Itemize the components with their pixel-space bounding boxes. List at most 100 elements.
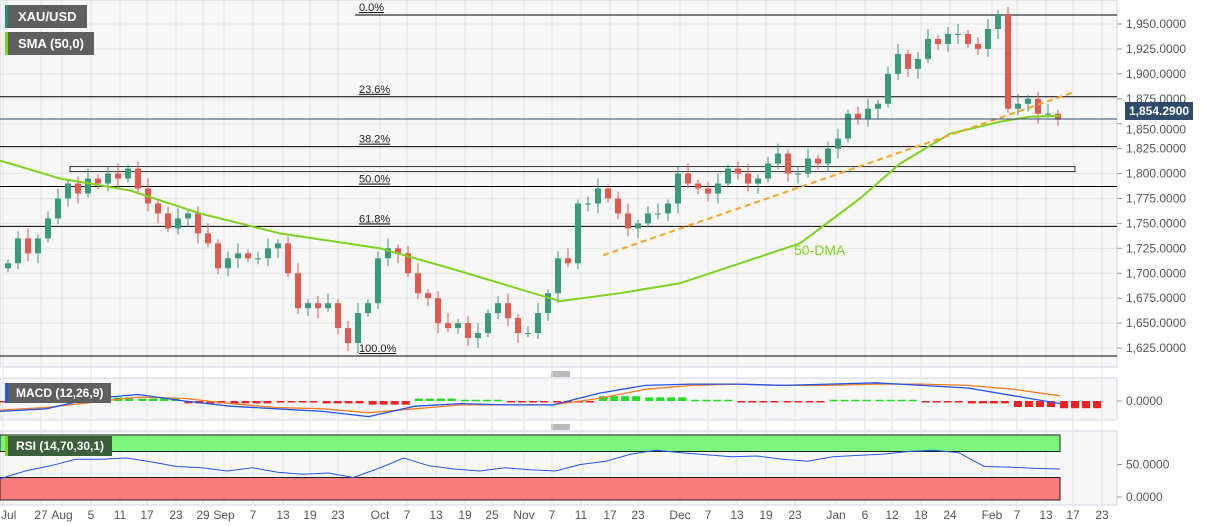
candle-body <box>305 303 311 309</box>
x-tick-label: Oct <box>371 508 390 522</box>
candle-body <box>465 323 471 339</box>
candle-body <box>805 158 811 174</box>
x-tick-label: Nov <box>513 508 534 522</box>
macd-histogram-bar <box>770 401 779 403</box>
macd-histogram-bar <box>897 399 906 402</box>
x-tick-label: 17 <box>1066 508 1080 522</box>
y-tick-label: 1,800.0000 <box>1126 167 1186 181</box>
candle-body <box>955 33 961 35</box>
candle-body <box>625 213 631 229</box>
candle-body <box>745 173 751 184</box>
candle-body <box>515 318 521 334</box>
candle-body <box>635 223 641 229</box>
macd-histogram-bar <box>875 399 884 402</box>
candle-body <box>735 168 741 174</box>
rsi-label[interactable]: RSI (14,70,30,1) <box>5 436 113 456</box>
macd-histogram-bar <box>978 401 987 404</box>
candle-body <box>825 148 831 164</box>
candle-body <box>265 248 271 259</box>
candle-body <box>665 203 671 214</box>
candle-body <box>155 203 161 214</box>
candle-body <box>535 313 541 334</box>
candle-body <box>855 113 861 119</box>
x-tick-label: 5 <box>88 508 95 522</box>
candle-body <box>555 258 561 294</box>
macd-histogram-bar <box>276 401 285 403</box>
candle-body <box>125 168 131 179</box>
fib-level-label: 38.2% <box>359 134 390 146</box>
macd-histogram-bar <box>184 401 193 404</box>
symbol-label[interactable]: XAU/USD <box>5 5 87 28</box>
x-tick-label: 19 <box>303 508 317 522</box>
macd-histogram-bar <box>989 401 998 404</box>
candle-body <box>545 293 551 314</box>
macd-histogram-bar <box>471 399 480 402</box>
macd-histogram-bar <box>1093 401 1101 409</box>
candle-body <box>945 33 951 44</box>
macd-histogram-bar <box>160 398 169 401</box>
candle-body <box>5 263 11 269</box>
x-tick-label: 23 <box>169 508 183 522</box>
candle-body <box>255 258 261 260</box>
macd-histogram-bar <box>379 401 388 405</box>
candle-body <box>655 213 661 215</box>
fib-level-label: 100.0% <box>359 343 397 355</box>
x-tick-label: Aug <box>51 508 72 522</box>
rsi-line <box>0 449 1061 480</box>
macd-histogram-bar <box>1035 401 1044 407</box>
candle-body <box>985 28 991 49</box>
candle-body <box>1015 103 1021 109</box>
candle-body <box>835 138 841 149</box>
x-tick-label: 18 <box>914 508 928 522</box>
candle-body <box>1045 113 1051 115</box>
candle-body <box>235 253 241 259</box>
macd-histogram-bar <box>862 399 871 402</box>
x-tick-label: 7 <box>1014 508 1021 522</box>
x-tick-label: 12 <box>885 508 899 522</box>
candle-body <box>615 198 621 214</box>
y-tick-label: 1,650.0000 <box>1126 316 1186 330</box>
x-tick-label: 11 <box>575 508 588 522</box>
y-tick-label: 1,625.0000 <box>1126 341 1186 355</box>
candle-body <box>885 73 891 104</box>
macd-histogram-bar <box>425 398 434 401</box>
candle-body <box>245 253 251 259</box>
macd-histogram-bar <box>539 401 548 403</box>
macd-histogram-bar <box>967 401 976 404</box>
rsi-tick-label: 50.0000 <box>1126 458 1170 472</box>
macd-histogram-bar <box>816 401 825 403</box>
x-tick-label: Sep <box>213 508 235 522</box>
candle-body <box>585 203 591 205</box>
x-tick-label: 13 <box>429 508 443 522</box>
candle-body <box>345 328 351 344</box>
fib-level-label: 0.0% <box>359 2 384 14</box>
y-tick-label: 1,850.0000 <box>1126 123 1186 137</box>
candle-body <box>275 243 281 249</box>
sma-label[interactable]: SMA (50,0) <box>5 32 94 55</box>
y-tick-label: 1,700.0000 <box>1126 266 1186 280</box>
macd-histogram-bar <box>401 401 410 405</box>
candle-body <box>1035 98 1041 114</box>
macd-histogram-bar <box>678 397 687 401</box>
macd-label[interactable]: MACD (12,26,9) <box>5 383 112 403</box>
macd-histogram-bar <box>138 398 147 401</box>
fib-level-label: 23.6% <box>359 84 390 96</box>
candle-body <box>1025 98 1031 104</box>
candle-body <box>875 103 881 109</box>
candle-body <box>485 313 491 334</box>
candle-body <box>15 238 21 264</box>
candle-body <box>405 253 411 274</box>
macd-histogram-bar <box>1082 401 1090 409</box>
candle-body <box>505 303 511 319</box>
candle-body <box>895 53 901 74</box>
candle-body <box>475 333 481 339</box>
candle-body <box>785 153 791 174</box>
candle-body <box>195 213 201 234</box>
candle-body <box>185 213 191 219</box>
macd-histogram-bar <box>344 401 353 404</box>
macd-histogram-bar <box>713 399 722 402</box>
macd-histogram-bar <box>794 401 803 403</box>
macd-histogram-bar <box>621 396 630 401</box>
